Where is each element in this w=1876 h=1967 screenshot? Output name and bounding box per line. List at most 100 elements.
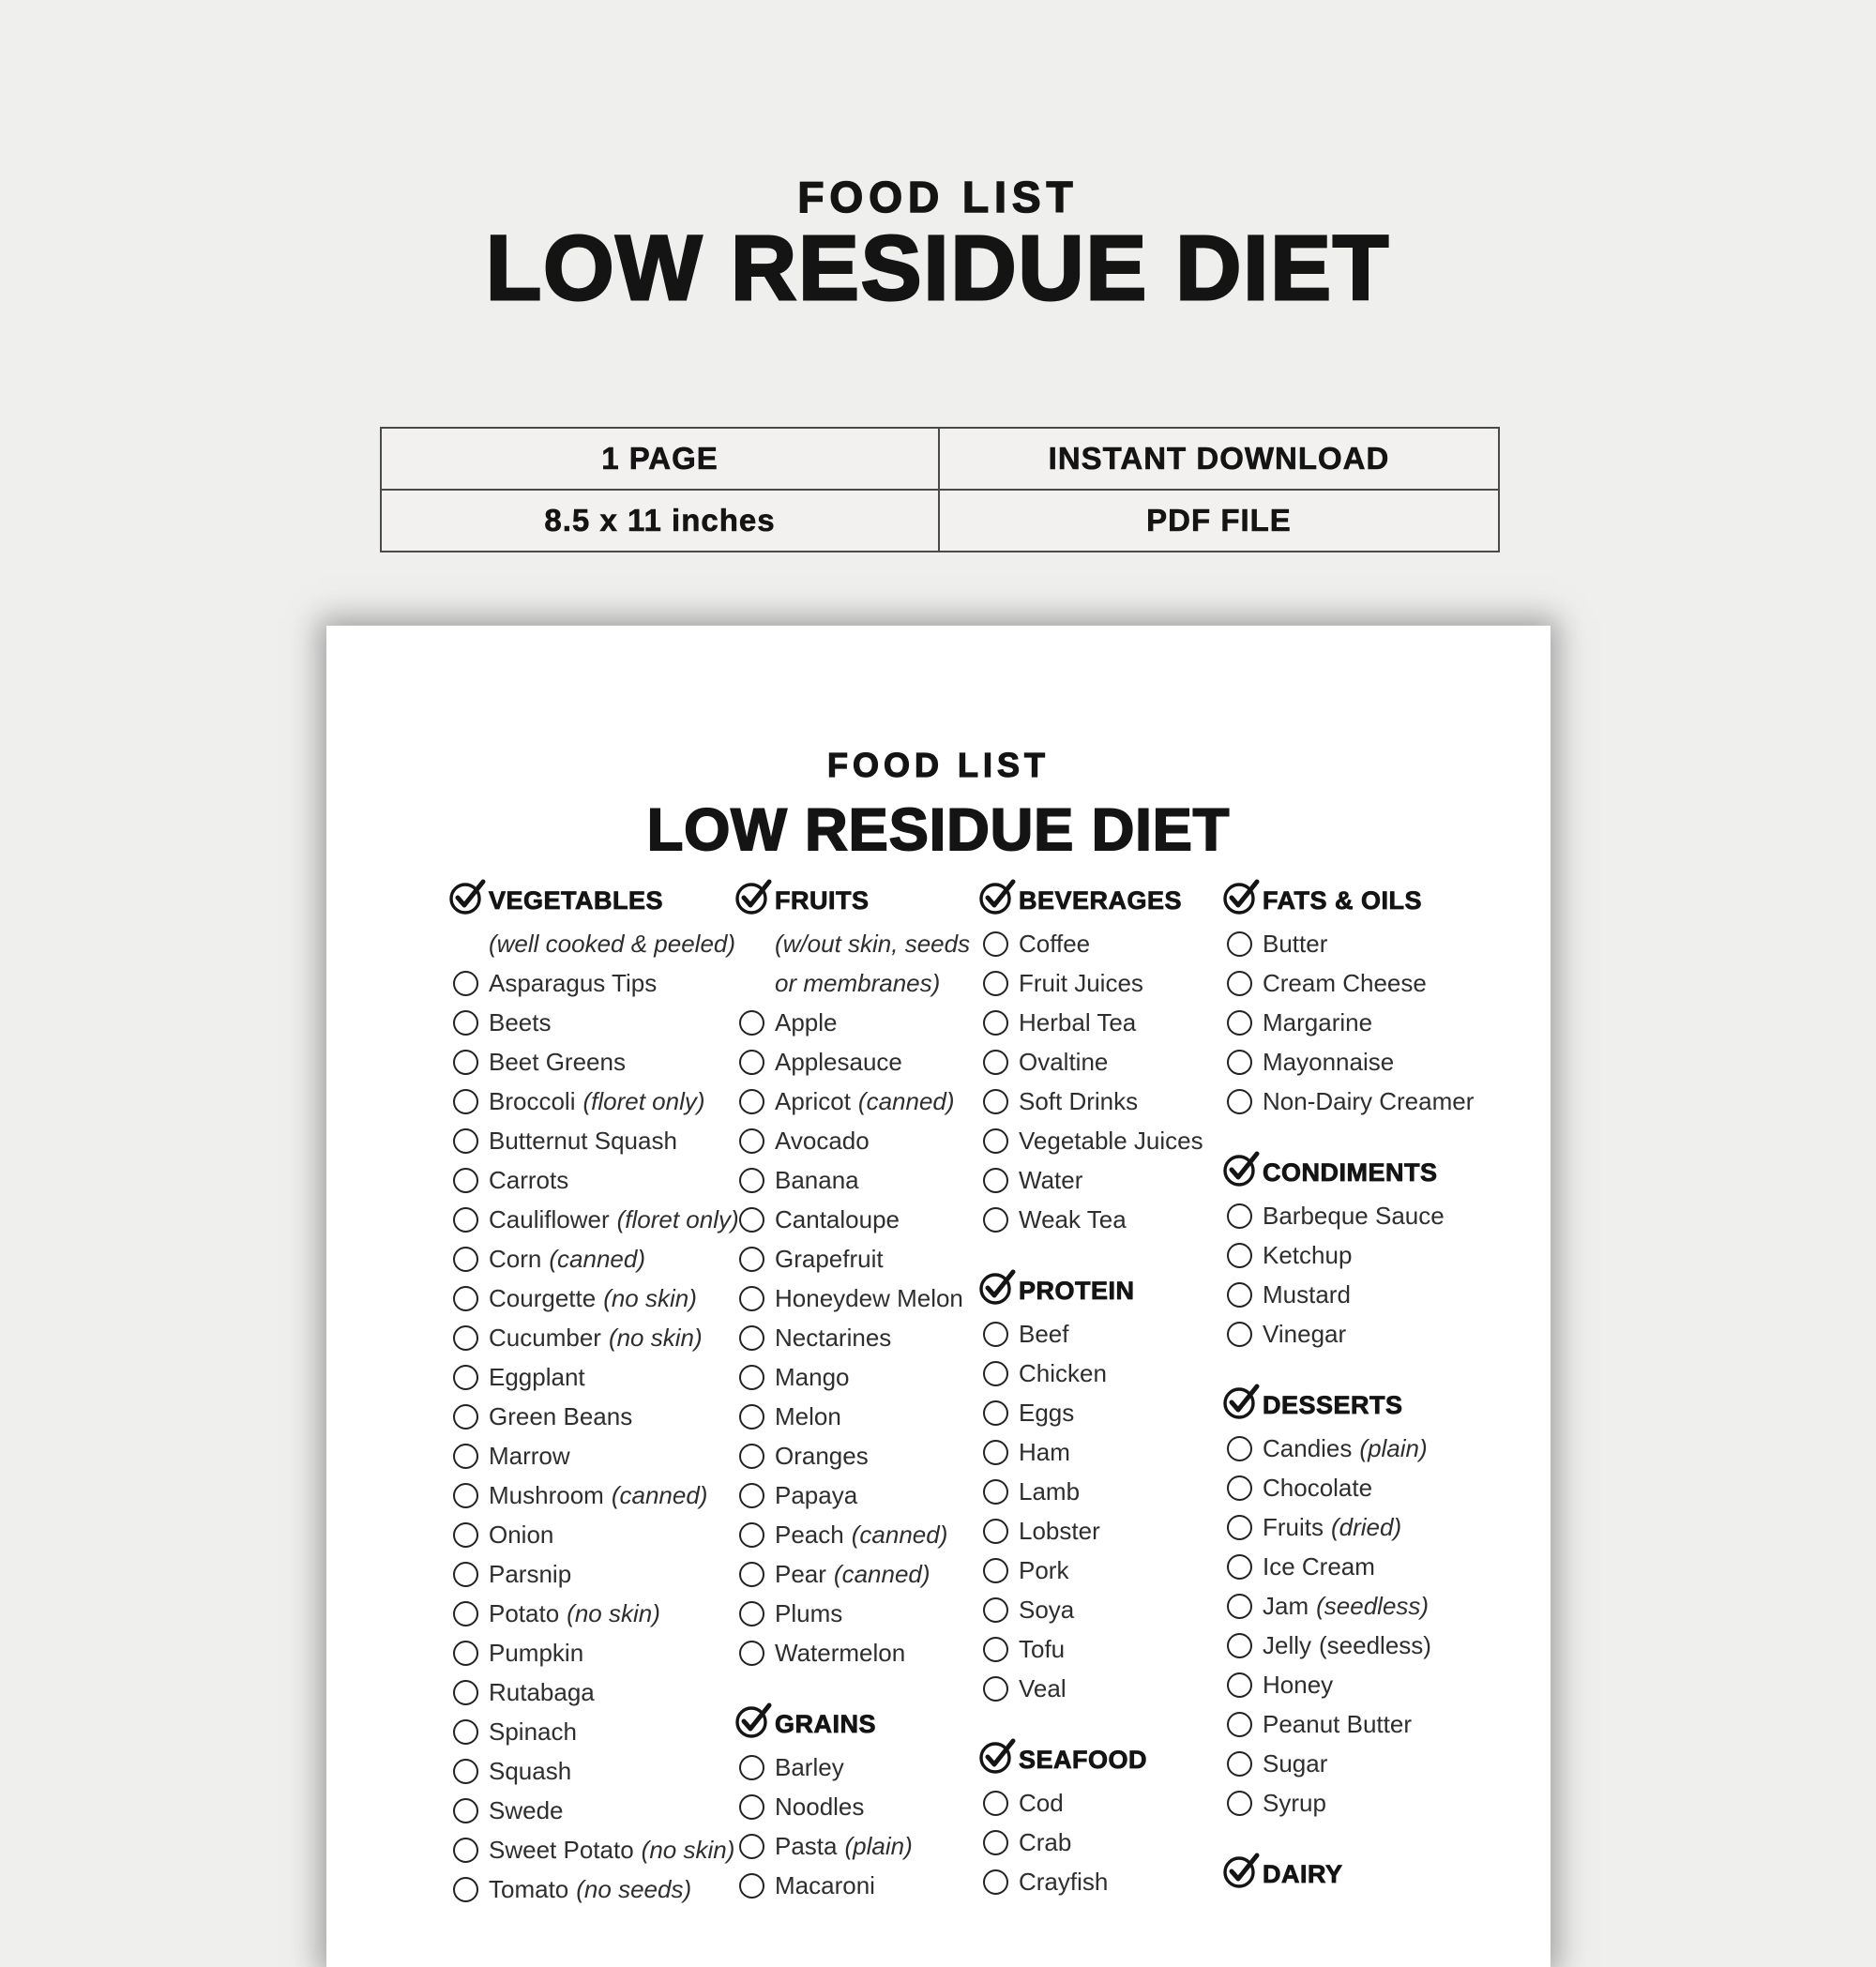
- list-item: Corn (canned): [453, 1239, 739, 1279]
- list-item: Chocolate: [1227, 1468, 1522, 1507]
- checkbox-circle-icon: [983, 1088, 1008, 1114]
- info-cell-pages: 1 PAGE: [382, 429, 940, 491]
- item-label: Squash: [489, 1756, 572, 1785]
- check-circle-icon: [979, 1269, 1016, 1305]
- item-label: Soya: [1019, 1595, 1075, 1624]
- item-label: Beets: [489, 1007, 552, 1036]
- item-label: Candies: [1263, 1433, 1353, 1462]
- checkbox-circle-icon: [983, 1596, 1008, 1623]
- list-item: Herbal Tea: [983, 1003, 1227, 1042]
- list-item: Butter: [1227, 924, 1522, 963]
- checkbox-circle-icon: [1227, 1281, 1252, 1308]
- list-item: Coffee: [983, 924, 1227, 963]
- item-label: Mushroom: [489, 1480, 604, 1509]
- item-label: Mayonnaise: [1263, 1047, 1395, 1076]
- item-label: Fruits: [1263, 1512, 1324, 1541]
- checkbox-circle-icon: [453, 1127, 478, 1154]
- item-note: (no skin): [608, 1323, 703, 1352]
- paper-columns: VEGETABLES (well cooked & peeled) Asparagu…: [449, 877, 1522, 1909]
- list-item: Carrots: [453, 1160, 739, 1200]
- section-subtitle: or membranes): [775, 968, 941, 997]
- item-label: Lamb: [1019, 1476, 1081, 1506]
- checkbox-circle-icon: [1227, 1049, 1252, 1075]
- checkbox-circle-icon: [739, 1521, 764, 1548]
- list-item: Fruits (dried): [1227, 1507, 1522, 1547]
- list-item: Weak Tea: [983, 1200, 1227, 1239]
- item-label: Jelly: [1263, 1630, 1312, 1659]
- checkbox-circle-icon: [983, 1009, 1008, 1036]
- item-label: Beef: [1019, 1319, 1069, 1348]
- section-title: GRAINS: [775, 1709, 877, 1738]
- section-header-fruits: FRUITS: [735, 877, 983, 924]
- item-label: Mango: [775, 1362, 850, 1391]
- item-label: Courgette: [489, 1283, 597, 1312]
- item-label: Rutabaga: [489, 1677, 595, 1706]
- section-header-fats-oils: FATS & OILS: [1223, 877, 1522, 924]
- checkbox-circle-icon: [739, 1009, 764, 1036]
- list-item: Candies (plain): [1227, 1429, 1522, 1468]
- list-item: Cod: [983, 1783, 1227, 1823]
- list-item: Mango: [739, 1357, 983, 1397]
- checkbox-circle-icon: [1227, 1553, 1252, 1580]
- item-note: (canned): [833, 1559, 930, 1588]
- list-item: Eggs: [983, 1393, 1227, 1432]
- item-label: Potato: [489, 1598, 560, 1627]
- item-note: (canned): [857, 1086, 955, 1115]
- list-item: Ovaltine: [983, 1042, 1227, 1082]
- list-item: Cauliflower (floret only): [453, 1200, 739, 1239]
- item-label: Weak Tea: [1019, 1204, 1127, 1233]
- list-item: Peach (canned): [739, 1515, 983, 1554]
- item-label: Apricot: [775, 1086, 851, 1115]
- section-header-grains: GRAINS: [735, 1701, 983, 1748]
- list-item: Apricot (canned): [739, 1082, 983, 1121]
- checkbox-circle-icon: [983, 1557, 1008, 1583]
- list-item: Courgette (no skin): [453, 1279, 739, 1318]
- list-item: Jelly (seedless): [1227, 1626, 1522, 1665]
- item-label: Peanut Butter: [1263, 1709, 1412, 1738]
- item-label: Non-Dairy Creamer: [1263, 1086, 1475, 1115]
- list-item: Crayfish: [983, 1862, 1227, 1901]
- item-label: Peach: [775, 1520, 844, 1549]
- check-circle-icon: [1223, 1151, 1260, 1187]
- info-cell-download: INSTANT DOWNLOAD: [940, 429, 1498, 491]
- checkbox-circle-icon: [983, 1829, 1008, 1855]
- section-title: DAIRY: [1263, 1859, 1343, 1888]
- section-subtitle: (well cooked & peeled): [489, 929, 736, 958]
- checkbox-circle-icon: [1227, 1242, 1252, 1268]
- checkbox-circle-icon: [1227, 1711, 1252, 1737]
- paper-mockup: FOOD LIST LOW RESIDUE DIET VEGETABLES (we…: [326, 626, 1551, 1967]
- list-item: Sweet Potato (no skin): [453, 1830, 739, 1869]
- checkbox-circle-icon: [453, 1600, 478, 1627]
- item-label: Ketchup: [1263, 1240, 1353, 1269]
- item-label: Plums: [775, 1598, 843, 1627]
- item-note: (no skin): [567, 1598, 660, 1627]
- section-header-seafood: SEAFOOD: [979, 1736, 1227, 1783]
- list-item: Ham: [983, 1432, 1227, 1472]
- list-item: Honeydew Melon: [739, 1279, 983, 1318]
- list-item: Potato (no skin): [453, 1594, 739, 1633]
- item-label: Ovaltine: [1019, 1047, 1109, 1076]
- item-label: Grapefruit: [775, 1244, 884, 1273]
- item-label: Margarine: [1263, 1007, 1373, 1036]
- list-item: Pasta (plain): [739, 1826, 983, 1866]
- list-item: Tofu: [983, 1629, 1227, 1669]
- item-label: Spinach: [489, 1717, 577, 1746]
- list-item: Mustard: [1227, 1275, 1522, 1314]
- item-label: Cucumber: [489, 1323, 601, 1352]
- checkbox-circle-icon: [1227, 1514, 1252, 1540]
- item-label: Eggs: [1019, 1398, 1075, 1427]
- item-note: (canned): [851, 1520, 948, 1549]
- checkbox-circle-icon: [453, 1640, 478, 1666]
- item-label: Chicken: [1019, 1358, 1107, 1387]
- item-label: Green Beans: [489, 1401, 633, 1430]
- list-item: Mayonnaise: [1227, 1042, 1522, 1082]
- checkbox-circle-icon: [739, 1285, 764, 1311]
- list-item: Fruit Juices: [983, 963, 1227, 1003]
- checkbox-circle-icon: [453, 1837, 478, 1863]
- info-cell-size: 8.5 x 11 inches: [382, 491, 940, 551]
- item-note: (seedless): [1319, 1630, 1431, 1659]
- item-label: Pork: [1019, 1555, 1069, 1584]
- item-label: Asparagus Tips: [489, 968, 658, 997]
- item-note: (no skin): [641, 1835, 735, 1864]
- item-label: Butter: [1263, 929, 1328, 958]
